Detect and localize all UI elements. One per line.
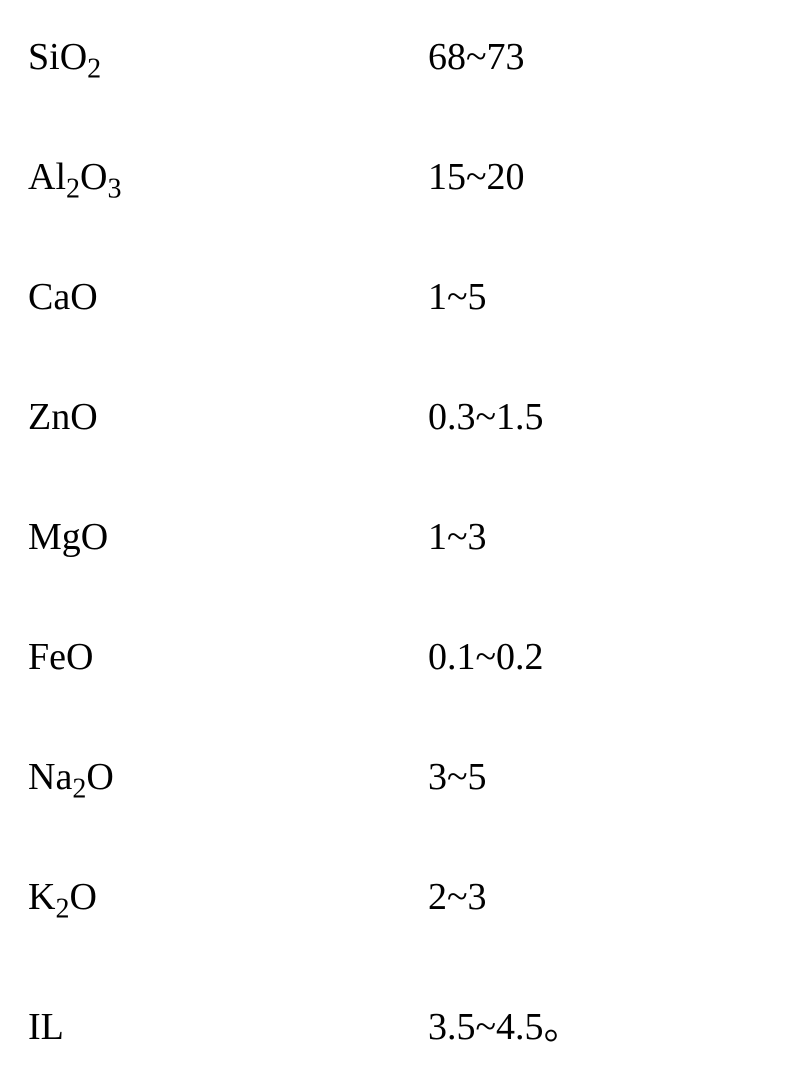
compound-base: Al bbox=[28, 156, 66, 198]
value-cell: 2~3 bbox=[428, 875, 487, 919]
composition-table: SiO2 68~73 Al2O3 15~20 CaO 1~5 ZnO 0.3~1… bbox=[28, 35, 766, 1050]
value-cell: 1~5 bbox=[428, 275, 487, 319]
compound-base: MgO bbox=[28, 516, 108, 558]
value-cell: 0.1~0.2 bbox=[428, 635, 544, 679]
compound-cell: Al2O3 bbox=[28, 155, 428, 199]
compound-cell: Na2O bbox=[28, 755, 428, 799]
value-cell: 0.3~1.5 bbox=[428, 395, 544, 439]
value-cell: 68~73 bbox=[428, 35, 525, 79]
compound-cell: ZnO bbox=[28, 395, 428, 439]
table-row: Al2O3 15~20 bbox=[28, 155, 766, 199]
table-row: FeO 0.1~0.2 bbox=[28, 635, 766, 679]
compound-cell: FeO bbox=[28, 635, 428, 679]
value-cell: 1~3 bbox=[428, 515, 487, 559]
compound-base: ZnO bbox=[28, 396, 98, 438]
compound-base: SiO bbox=[28, 36, 87, 78]
compound-suffix: O bbox=[80, 156, 107, 198]
table-row: IL 3.5~4.5。 bbox=[28, 995, 766, 1050]
table-row: ZnO 0.3~1.5 bbox=[28, 395, 766, 439]
compound-base: K bbox=[28, 876, 55, 918]
value-cell: 15~20 bbox=[428, 155, 525, 199]
compound-sub: 2 bbox=[72, 774, 86, 805]
compound-cell: K2O bbox=[28, 875, 428, 919]
table-row: K2O 2~3 bbox=[28, 875, 766, 919]
table-row: SiO2 68~73 bbox=[28, 35, 766, 79]
compound-sub: 2 bbox=[66, 174, 80, 205]
compound-base: FeO bbox=[28, 636, 93, 678]
value-cell: 3~5 bbox=[428, 755, 487, 799]
compound-base: CaO bbox=[28, 276, 98, 318]
trailing-period: 。 bbox=[544, 1006, 582, 1048]
compound-cell: IL bbox=[28, 1005, 428, 1049]
compound-cell: SiO2 bbox=[28, 35, 428, 79]
compound-sub: 2 bbox=[55, 894, 69, 925]
compound-suffix: O bbox=[69, 876, 96, 918]
compound-cell: MgO bbox=[28, 515, 428, 559]
compound-suffix: O bbox=[86, 756, 113, 798]
table-row: MgO 1~3 bbox=[28, 515, 766, 559]
value-cell: 3.5~4.5。 bbox=[428, 995, 582, 1050]
compound-base: IL bbox=[28, 1006, 64, 1048]
value-text: 3.5~4.5 bbox=[428, 1006, 544, 1048]
table-row: Na2O 3~5 bbox=[28, 755, 766, 799]
compound-sub2: 3 bbox=[107, 174, 121, 205]
compound-base: Na bbox=[28, 756, 72, 798]
compound-sub: 2 bbox=[87, 54, 101, 85]
table-row: CaO 1~5 bbox=[28, 275, 766, 319]
compound-cell: CaO bbox=[28, 275, 428, 319]
